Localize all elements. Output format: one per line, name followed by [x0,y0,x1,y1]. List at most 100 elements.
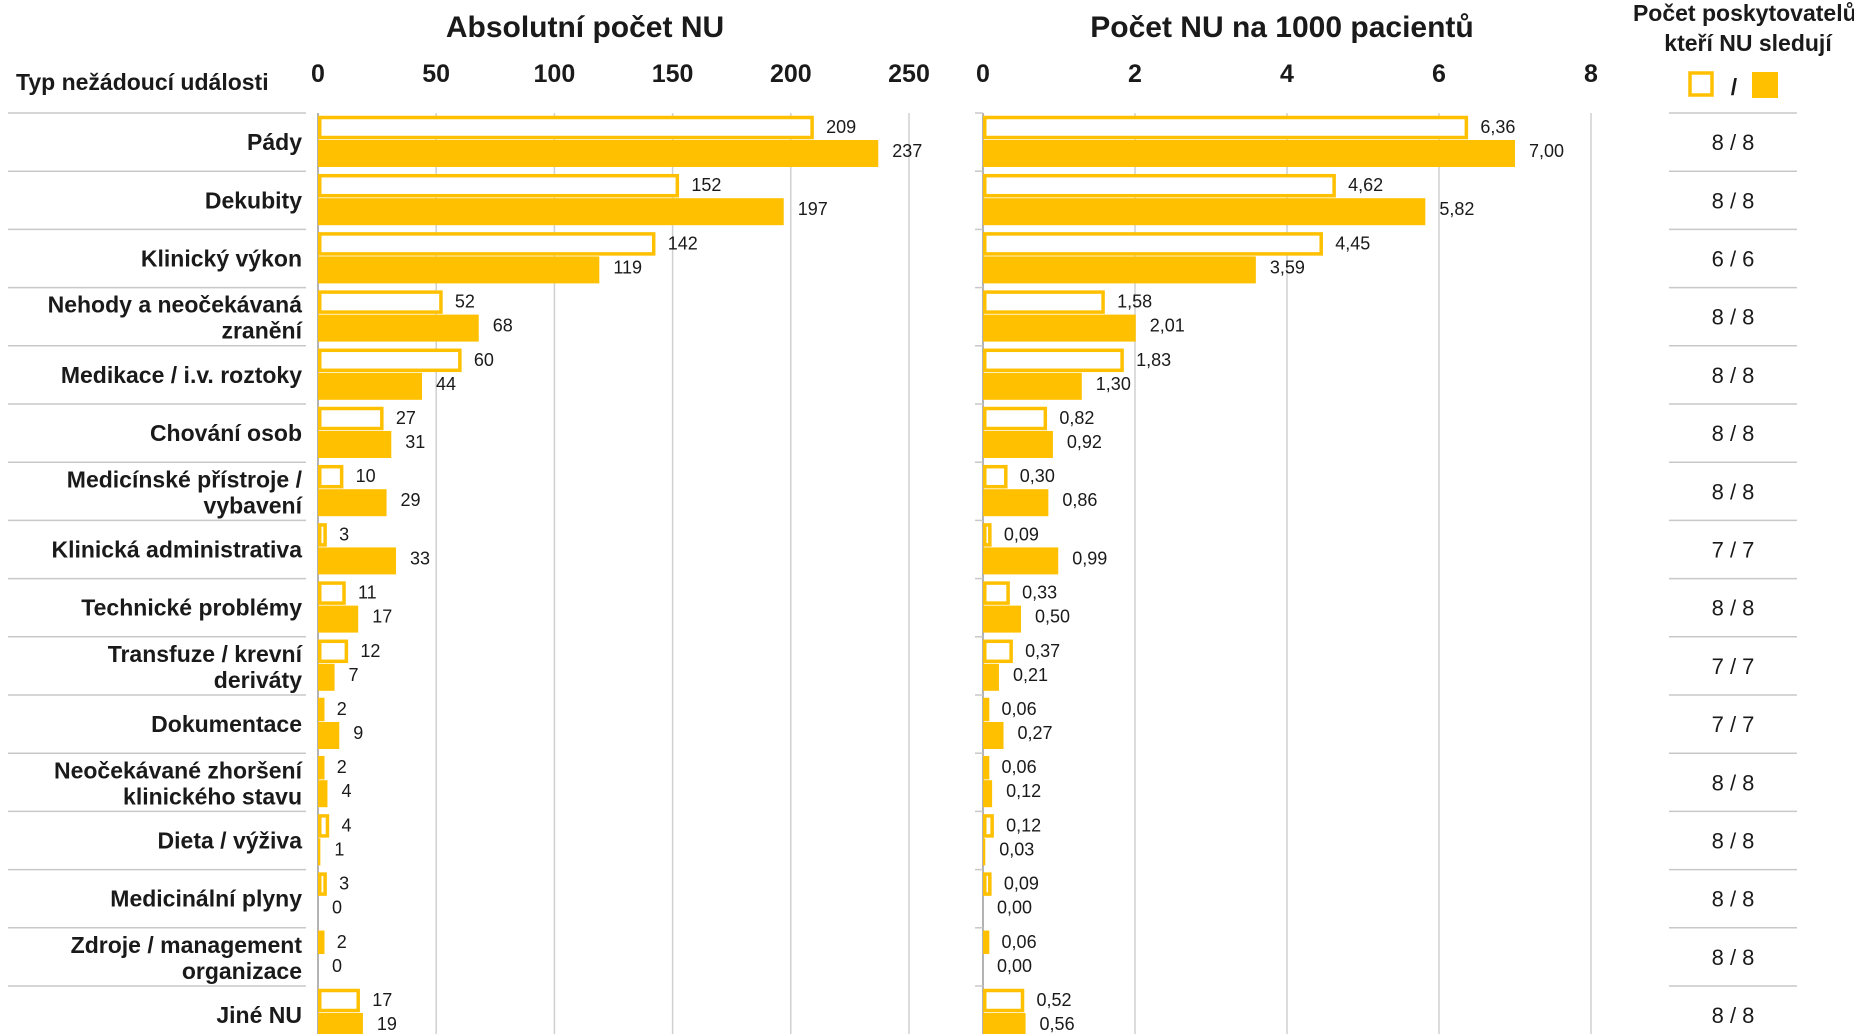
bar-filled [318,838,321,866]
data-label-filled: 0,86 [1062,490,1097,510]
category-label: zranění [221,318,303,344]
data-labels: 2092371521971421195268604427311029333111… [332,117,1564,1034]
data-label-outline: 2 [337,932,347,952]
data-label-outline: 12 [360,641,380,661]
bar-filled [318,372,423,400]
provider-count: 8 / 8 [1712,596,1755,621]
data-label-outline: 142 [668,233,698,253]
bar-filled [983,722,1004,749]
category-label: organizace [182,958,302,984]
bar-filled [318,663,335,691]
data-label-filled: 1,30 [1096,374,1131,394]
data-label-filled: 0,92 [1067,432,1102,452]
category-label: Medicínské přístroje / [67,466,303,492]
tick-label: 100 [534,60,576,88]
bar-filled [983,605,1021,633]
data-label-outline: 52 [455,292,475,312]
category-label: Dekubity [205,187,302,213]
data-label-outline: 0,52 [1037,990,1072,1010]
category-header: Typ nežádoucí události [16,69,269,95]
provider-count: 7 / 7 [1712,712,1755,737]
data-label-filled: 197 [798,199,828,219]
category-label: Klinická administrativa [51,537,302,563]
data-label-outline: 2 [337,757,347,777]
data-label-filled: 0 [332,956,342,976]
bar-filled [318,1013,363,1034]
bar-outline [983,406,1048,431]
category-label: Pády [247,129,302,155]
chart-title-rate: Počet NU na 1000 pacientů [1090,11,1473,44]
provider-count: 8 / 8 [1712,421,1755,446]
bar-filled [983,314,1136,342]
bar-outline [983,639,1013,664]
data-label-outline: 6,36 [1480,117,1515,137]
bar-outline [983,930,990,955]
data-label-outline: 152 [691,175,721,195]
bar-outline [983,464,1008,489]
data-label-outline: 0,33 [1022,583,1057,603]
bar-outline [983,173,1336,198]
data-label-outline: 0,82 [1059,408,1094,428]
provider-count: 8 / 8 [1712,130,1755,155]
category-label: Jiné NU [216,1002,302,1028]
tick-label: 150 [652,60,694,88]
bar-outline [318,639,349,664]
bar-filled [318,780,328,808]
provider-count: 8 / 8 [1712,188,1755,213]
provider-count: 6 / 6 [1712,247,1755,272]
legend-separator: / [1731,74,1738,100]
data-label-outline: 10 [356,466,376,486]
data-label-outline: 17 [372,990,392,1010]
bar-filled [318,431,392,458]
bar-filled [318,547,397,575]
data-label-filled: 0,27 [1018,723,1053,743]
tick-label: 50 [422,60,450,88]
category-labels: Pády Dekubity Klinický výkon Nehody a neoče… [48,129,304,1028]
data-label-outline: 0,06 [1002,699,1037,719]
data-label-filled: 9 [353,723,363,743]
bar-outline [318,348,462,373]
data-label-filled: 0,00 [997,956,1032,976]
bar-filled [318,605,359,633]
tick-label: 2 [1128,60,1142,88]
data-label-outline: 4,45 [1335,233,1370,253]
category-label: klinického stavu [123,783,302,809]
bar-outline [983,755,990,780]
bar-outline [318,232,656,256]
data-label-outline: 4 [341,815,351,835]
provider-count: 8 / 8 [1712,479,1755,504]
bars [318,115,1515,1034]
bar-outline [983,814,994,838]
data-label-outline: 0,06 [1002,932,1037,952]
bar-outline [983,348,1124,373]
data-label-outline: 0,30 [1020,466,1055,486]
data-label-filled: 29 [401,490,421,510]
provider-counts: 8 / 8 8 / 8 6 / 6 8 / 8 8 / 8 8 / 8 8 / 8 7 / 7… [1712,130,1755,1028]
data-label-filled: 3,59 [1270,257,1305,277]
data-label-outline: 0,06 [1002,757,1037,777]
provider-count: 8 / 8 [1712,305,1755,330]
bar-outline [318,406,384,431]
category-label: vybavení [204,492,304,518]
bar-filled [983,489,1049,517]
providers-header-line1: Počet poskytovatelů, [1633,0,1854,26]
bar-filled [983,780,993,808]
data-label-outline: 0,37 [1025,641,1060,661]
row-separators [8,112,1797,987]
bar-outline [983,872,992,896]
chart-title-absolute: Absolutní počet NU [446,11,724,44]
provider-count: 8 / 8 [1712,887,1755,912]
data-label-filled: 7 [349,665,359,685]
data-label-outline: 3 [339,524,349,544]
data-label-filled: 0,50 [1035,607,1070,627]
tick-label: 250 [888,60,930,88]
bar-filled [983,372,1082,400]
tick-label: 0 [311,60,325,88]
data-label-filled: 0,03 [999,839,1034,859]
provider-count: 7 / 7 [1712,654,1755,679]
data-label-filled: 5,82 [1439,199,1474,219]
bar-filled [983,663,999,691]
bar-outline [983,115,1469,140]
data-label-filled: 119 [613,257,642,277]
